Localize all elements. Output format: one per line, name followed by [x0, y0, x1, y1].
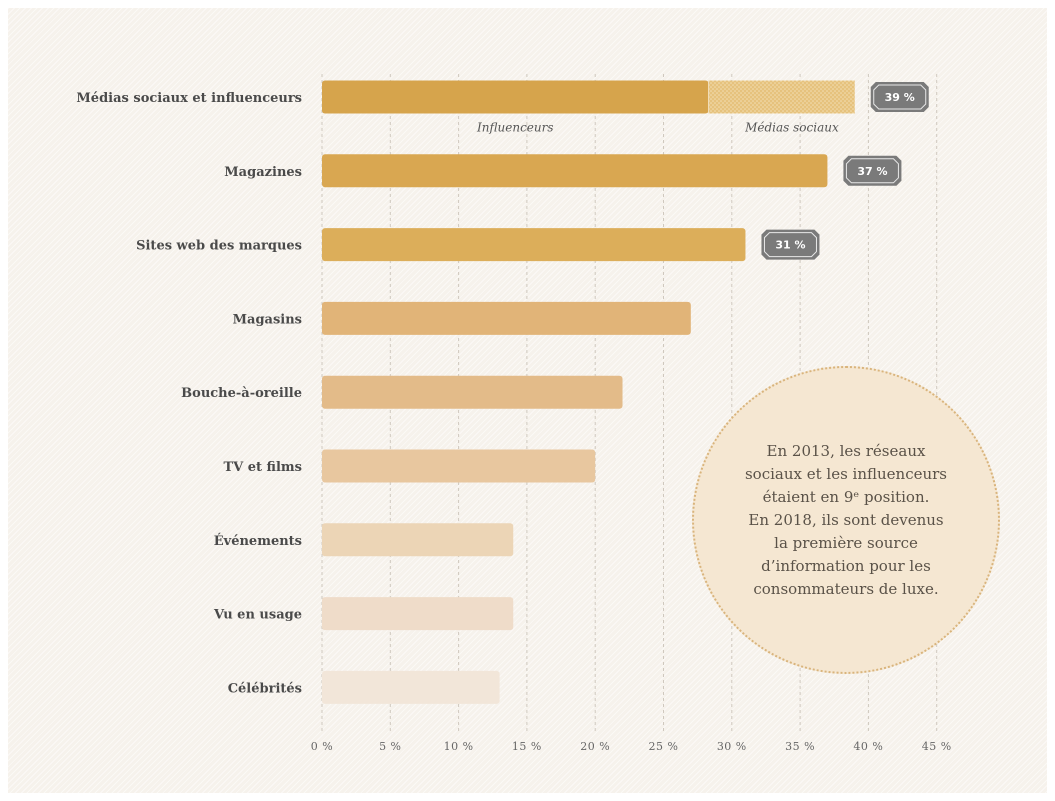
category-label: Magazines	[224, 165, 302, 180]
x-tick-label: 35 %	[785, 740, 815, 753]
bar	[322, 228, 746, 262]
value-badge: 39 %	[870, 82, 929, 112]
value-badge: 31 %	[761, 229, 820, 260]
bar	[322, 597, 514, 631]
chart-frame: 0 % 5 % 10 % 15 % 20 % 25 % 30 % 35 % 40 % 45 % Mé…	[8, 8, 1047, 793]
x-tick-label: 45 %	[922, 740, 952, 753]
x-tick-label: 25 %	[649, 740, 679, 753]
bar-chart: 0 % 5 % 10 % 15 % 20 % 25 % 30 % 35 % 40 % 45 % Mé…	[76, 74, 952, 753]
bar	[322, 301, 691, 335]
callout-line: En 2013, les réseaux	[766, 441, 926, 460]
x-tick-label: 5 %	[379, 740, 401, 753]
callout-line: En 2018, ils sont devenus	[748, 510, 944, 529]
segment-label: Médias sociaux	[744, 121, 839, 135]
category-label: TV et films	[223, 460, 302, 475]
category-label: Bouche-à-oreille	[181, 386, 302, 401]
bar-segment	[322, 80, 709, 114]
x-tick-label: 30 %	[717, 740, 747, 753]
value-label: 31 %	[775, 239, 805, 252]
bar	[322, 670, 500, 704]
bar	[322, 375, 623, 409]
category-label: Célébrités	[228, 681, 302, 696]
category-label: Sites web des marques	[136, 239, 302, 254]
callout-line: consommateurs de luxe.	[753, 579, 939, 598]
segment-label: Influenceurs	[476, 121, 553, 135]
callout-line: la première source	[774, 533, 918, 552]
bar	[322, 449, 596, 483]
x-tick-label: 0 %	[311, 740, 333, 753]
category-label: Événements	[214, 533, 302, 549]
callout-line: étaient en 9ᵉ position.	[762, 487, 930, 506]
x-tick-label: 10 %	[444, 740, 474, 753]
category-label: Médias sociaux et influenceurs	[76, 91, 302, 106]
value-badge: 37 %	[843, 155, 902, 186]
bar	[322, 523, 514, 557]
value-label: 39 %	[885, 91, 915, 104]
callout-line: sociaux et les influenceurs	[744, 464, 948, 483]
category-label: Vu en usage	[213, 608, 302, 623]
callout-text: En 2013, les réseaux sociaux et les influ…	[721, 440, 971, 601]
callout-circle: En 2013, les réseaux sociaux et les influ…	[692, 366, 1000, 674]
bar	[322, 154, 828, 188]
x-tick-label: 15 %	[512, 740, 542, 753]
callout-line: d’information pour les	[761, 556, 931, 575]
x-tick-label: 40 %	[853, 740, 883, 753]
category-label: Magasins	[233, 312, 302, 327]
x-tick-label: 20 %	[580, 740, 610, 753]
bar-segment	[708, 80, 855, 114]
value-label: 37 %	[857, 165, 887, 178]
